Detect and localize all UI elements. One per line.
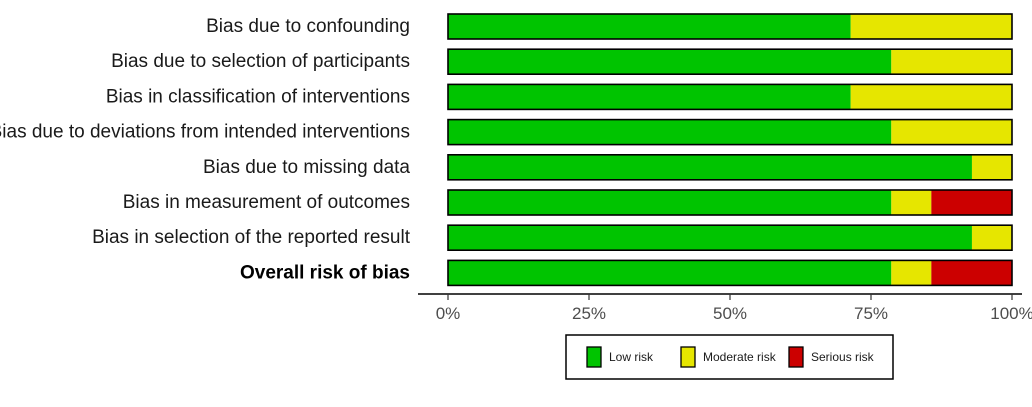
bar-segment-moderate-risk <box>891 120 1012 145</box>
legend-label: Serious risk <box>811 350 875 364</box>
bar-row-bias-in-selection-of-the-reported-result <box>448 225 1012 250</box>
category-label-bias-due-to-missing-data: Bias due to missing data <box>203 157 410 178</box>
legend-label: Moderate risk <box>703 350 777 364</box>
x-tick-label: 25% <box>572 304 606 323</box>
bar-segment-low-risk <box>448 260 891 285</box>
bar-segment-low-risk <box>448 84 851 109</box>
legend: Low risk Moderate risk Serious risk <box>566 335 893 379</box>
bar-segment-moderate-risk <box>891 49 1012 74</box>
bar-segment-low-risk <box>448 49 891 74</box>
category-label-overall-risk-of-bias: Overall risk of bias <box>240 262 410 283</box>
bar-segment-low-risk <box>448 225 972 250</box>
x-tick-label: 75% <box>854 304 888 323</box>
x-axis: 0% 25% 50% 75% 100% <box>418 294 1032 323</box>
bars <box>448 14 1012 285</box>
category-label-bias-due-to-confounding: Bias due to confounding <box>206 16 410 37</box>
bar-row-bias-due-to-confounding <box>448 14 1012 39</box>
legend-swatch <box>681 347 695 367</box>
legend-label: Low risk <box>609 350 654 364</box>
bar-segment-moderate-risk <box>851 84 1012 109</box>
x-tick-label: 0% <box>436 304 461 323</box>
bar-segment-moderate-risk <box>891 190 931 215</box>
bar-row-bias-due-to-selection-of-participants <box>448 49 1012 74</box>
legend-swatch <box>587 347 601 367</box>
bar-segment-serious-risk <box>931 260 1012 285</box>
bar-segment-low-risk <box>448 190 891 215</box>
category-label-bias-in-measurement-of-outcomes: Bias in measurement of outcomes <box>123 192 410 213</box>
bar-row-bias-due-to-missing-data <box>448 155 1012 180</box>
x-tick-label: 50% <box>713 304 747 323</box>
bar-segment-low-risk <box>448 120 891 145</box>
bar-segment-serious-risk <box>931 190 1012 215</box>
bar-segment-moderate-risk <box>972 155 1012 180</box>
legend-swatch <box>789 347 803 367</box>
category-label-bias-in-classification-of-interventions: Bias in classification of interventions <box>106 86 410 107</box>
category-label-bias-due-to-deviations-from-intended-interventions: Bias due to deviations from intended int… <box>0 122 410 143</box>
bar-row-bias-in-measurement-of-outcomes <box>448 190 1012 215</box>
category-labels: Bias due to confounding Bias due to selec… <box>0 16 411 283</box>
bar-row-bias-in-classification-of-interventions <box>448 84 1012 109</box>
bar-row-overall-risk-of-bias <box>448 260 1012 285</box>
bar-segment-moderate-risk <box>851 14 1012 39</box>
bar-segment-low-risk <box>448 14 851 39</box>
category-label-bias-in-selection-of-the-reported-result: Bias in selection of the reported result <box>92 227 411 248</box>
category-label-bias-due-to-selection-of-participants: Bias due to selection of participants <box>111 51 410 72</box>
bar-row-bias-due-to-deviations-from-intended-interventions <box>448 120 1012 145</box>
bar-segment-moderate-risk <box>972 225 1012 250</box>
bar-segment-low-risk <box>448 155 972 180</box>
x-tick-label: 100% <box>990 304 1032 323</box>
bar-segment-moderate-risk <box>891 260 931 285</box>
